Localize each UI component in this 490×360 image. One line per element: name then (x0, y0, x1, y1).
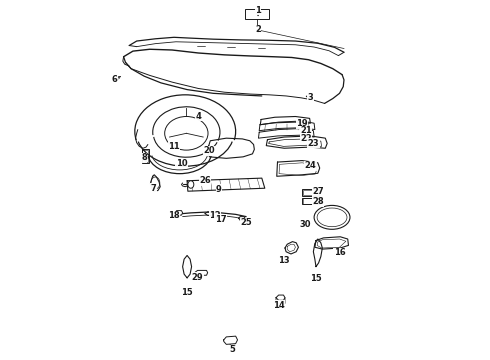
Text: 20: 20 (203, 147, 215, 156)
Bar (142, 150, 148, 162)
Text: 7: 7 (150, 184, 156, 193)
Text: 16: 16 (334, 248, 345, 257)
Bar (302, 189, 319, 196)
Ellipse shape (165, 117, 208, 150)
Text: 15: 15 (310, 274, 322, 283)
Text: 25: 25 (240, 219, 252, 228)
Text: 3: 3 (308, 93, 313, 102)
Bar (303, 198, 319, 203)
Text: 24: 24 (304, 161, 316, 170)
Text: 2: 2 (255, 25, 261, 34)
Text: 12: 12 (209, 211, 221, 220)
Text: 21: 21 (300, 126, 312, 135)
Bar (303, 190, 318, 195)
Bar (142, 149, 149, 163)
Text: 19: 19 (296, 120, 308, 129)
Text: 26: 26 (199, 176, 211, 185)
Text: 14: 14 (273, 301, 285, 310)
Text: 22: 22 (300, 134, 312, 143)
Text: 23: 23 (308, 139, 319, 148)
Text: 15: 15 (181, 288, 193, 297)
Text: 1: 1 (255, 5, 261, 14)
Text: 18: 18 (168, 211, 180, 220)
Text: 28: 28 (312, 197, 324, 206)
Text: 6: 6 (111, 75, 117, 84)
Text: 29: 29 (192, 273, 203, 282)
Bar (302, 198, 320, 204)
Text: 9: 9 (216, 185, 222, 194)
Bar (245, 9, 270, 19)
Ellipse shape (314, 206, 350, 229)
Text: 17: 17 (215, 215, 226, 224)
Ellipse shape (188, 181, 194, 188)
Text: 4: 4 (196, 112, 201, 121)
Text: 13: 13 (278, 256, 290, 265)
Text: 27: 27 (312, 188, 324, 197)
Text: 5: 5 (229, 346, 235, 355)
Text: 11: 11 (168, 142, 180, 151)
Text: 10: 10 (176, 159, 187, 168)
Text: 30: 30 (299, 220, 311, 229)
Text: 8: 8 (141, 153, 147, 162)
